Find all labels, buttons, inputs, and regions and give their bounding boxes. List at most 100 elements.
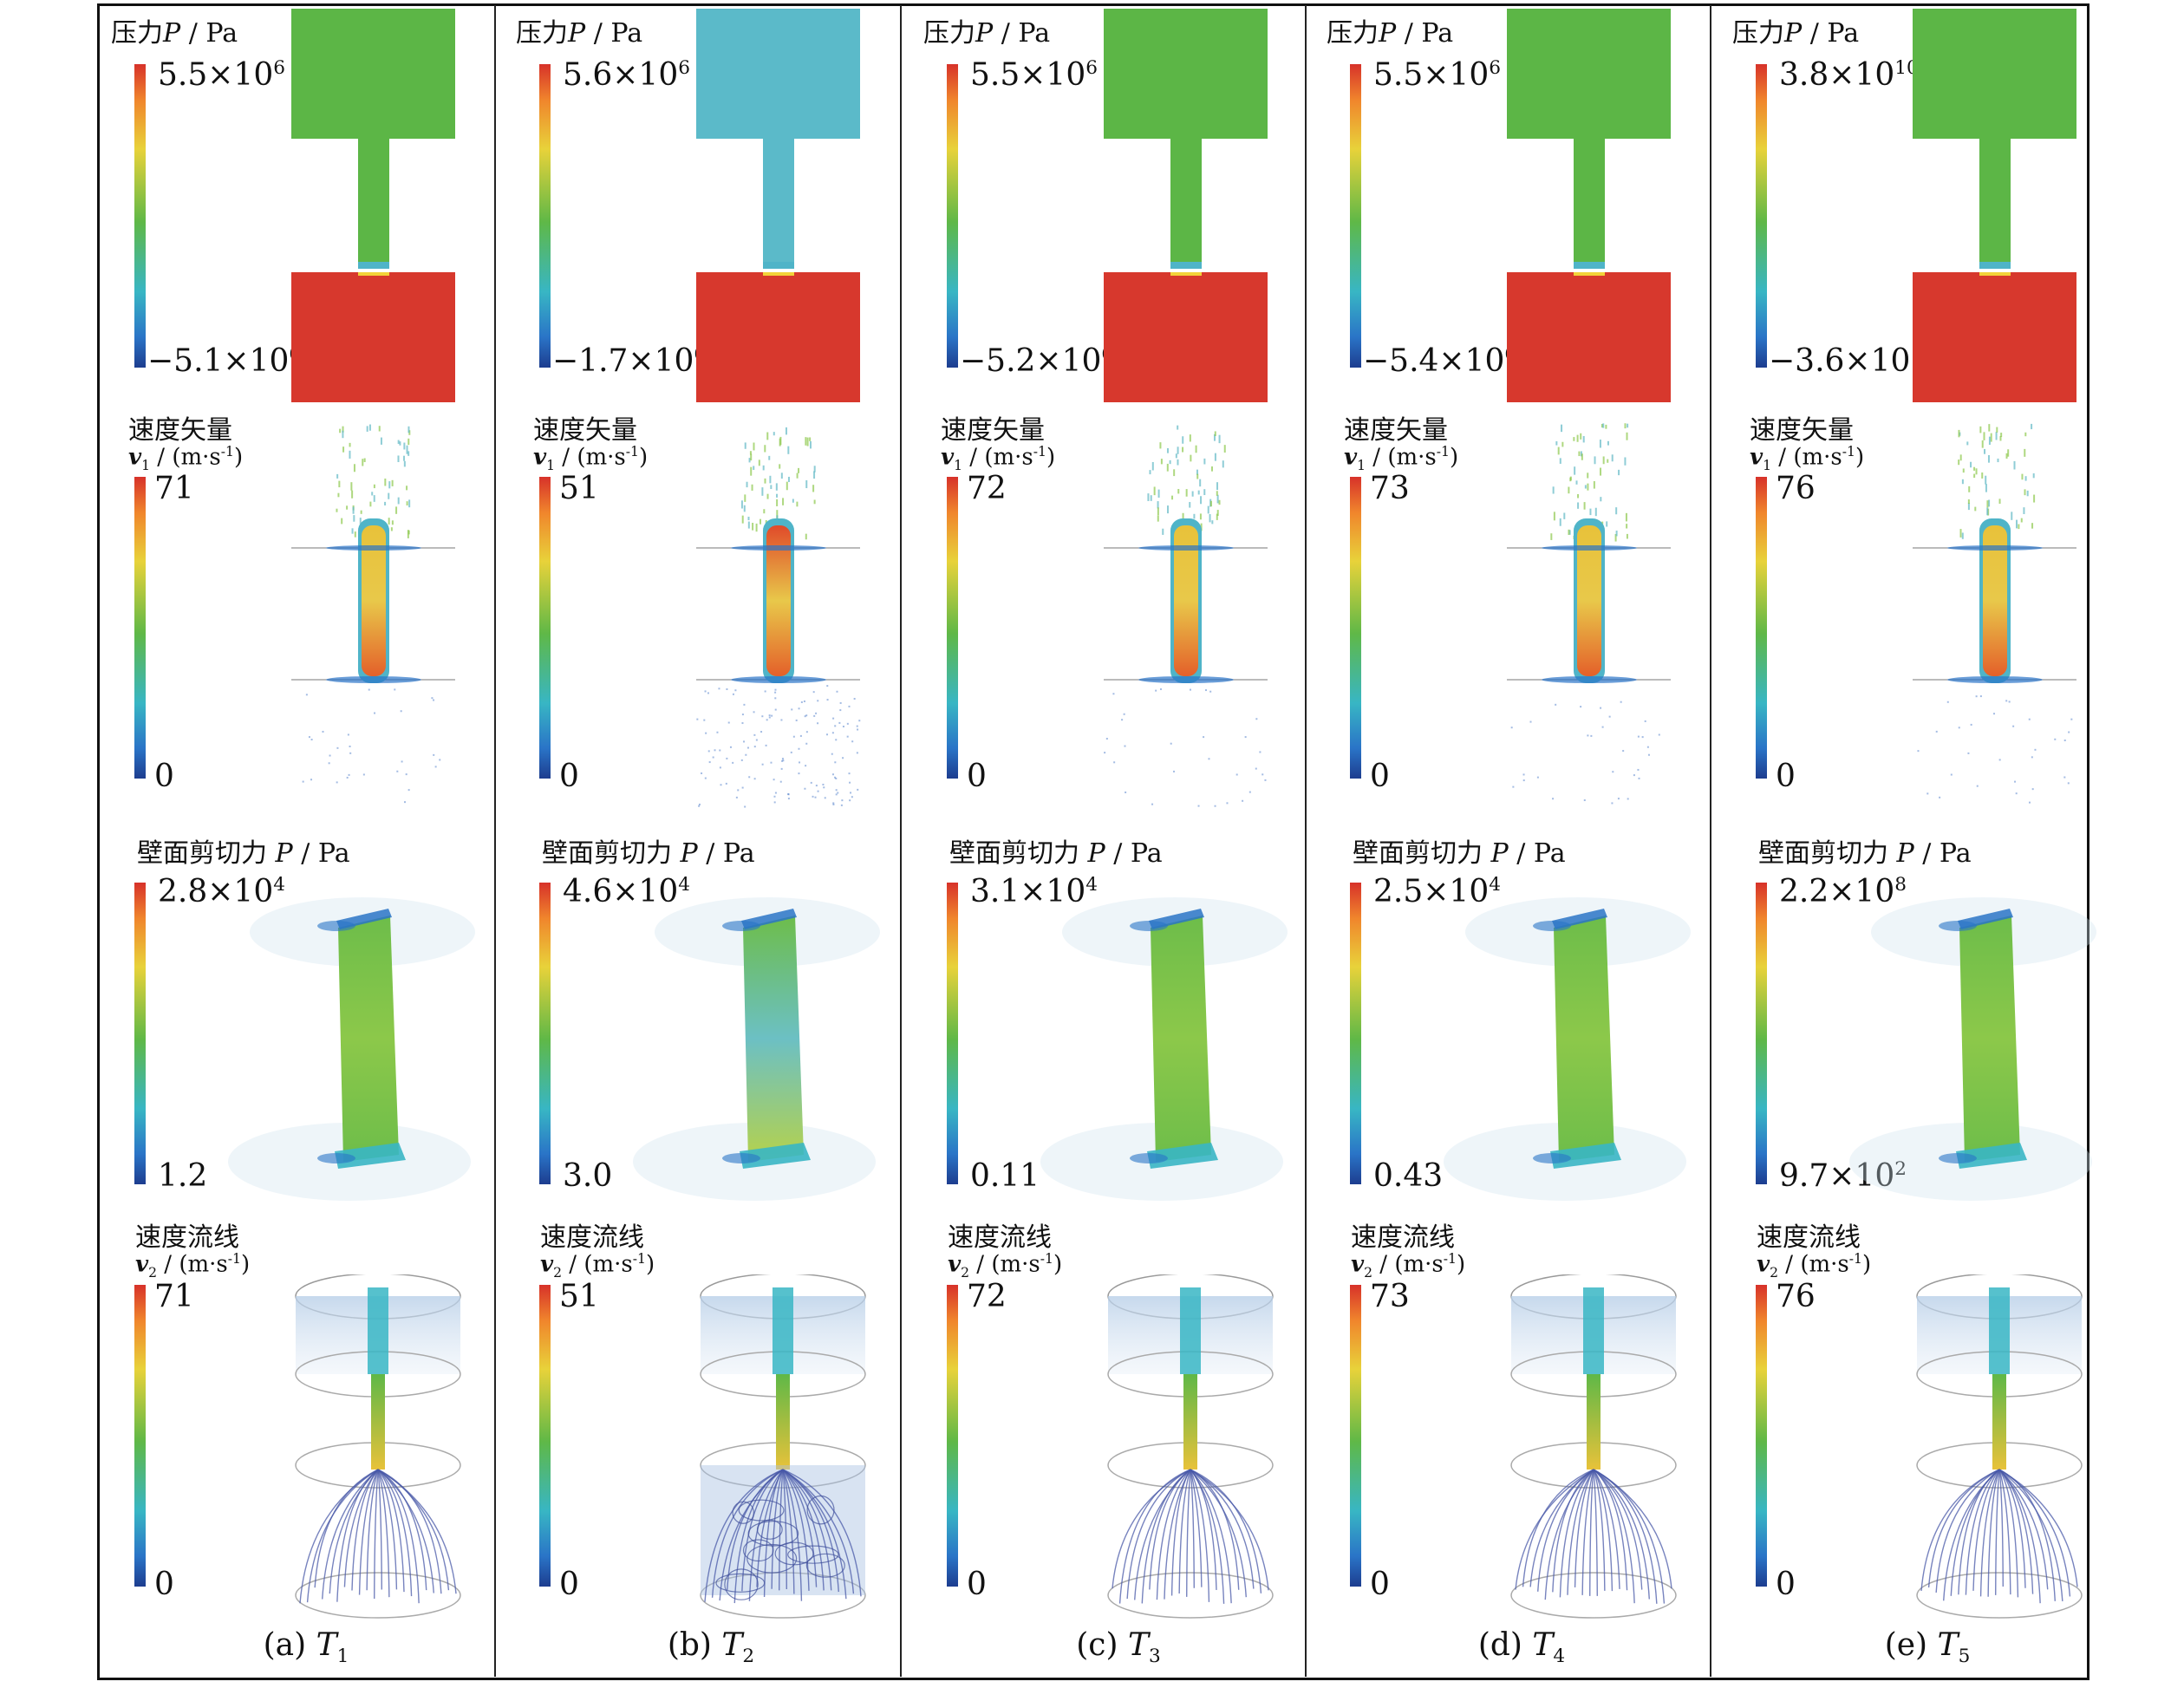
pressure-contour (291, 9, 455, 402)
pressure-title: 压力P / Pa (516, 18, 643, 49)
stream-max-label: 72 (967, 1279, 1007, 1314)
pressure-min-label: −3.6×1010 (1769, 343, 1934, 379)
vector-title: 速度矢量 (128, 415, 232, 446)
vector-title: 速度矢量 (533, 415, 637, 446)
stream-max-label: 71 (154, 1279, 194, 1314)
pressure-title: 压力P / Pa (923, 18, 1051, 49)
pressure-max-label: 5.6×106 (563, 57, 690, 93)
result-column-2: 压力P / Pa 5.6×106 −1.7×106 速度矢量 v1 / (m·s… (507, 0, 915, 1672)
vector-max-label: 73 (1370, 471, 1410, 506)
shear-colorbar (1756, 883, 1767, 1184)
vector-unit: v1 / (m·s-1) (1344, 444, 1459, 473)
stream-colorbar (134, 1285, 146, 1587)
shear-title: 壁面剪切力 P / Pa (137, 838, 350, 869)
stream-min-label: 0 (154, 1567, 174, 1602)
streamline-model (1107, 1274, 1274, 1619)
vector-title: 速度矢量 (1750, 415, 1854, 446)
stream-max-label: 76 (1776, 1279, 1816, 1314)
pressure-min-label: −5.2×106 (960, 343, 1113, 379)
column-divider (1710, 5, 1711, 1677)
column-caption: (b) T2 (667, 1627, 755, 1668)
stream-title: 速度流线 (948, 1222, 1052, 1253)
shear-title: 壁面剪切力 P / Pa (1353, 838, 1566, 869)
shear-min-label: 0.11 (970, 1158, 1040, 1194)
velocity-vector-field (1507, 423, 1671, 805)
stream-title: 速度流线 (1757, 1222, 1861, 1253)
vector-min-label: 0 (967, 759, 987, 794)
shear-colorbar (539, 883, 551, 1184)
stream-colorbar (947, 1285, 958, 1587)
pressure-max-label: 5.5×106 (1373, 57, 1501, 93)
streamline-model (295, 1274, 461, 1619)
vector-colorbar (134, 477, 146, 779)
column-divider (900, 5, 902, 1677)
result-column-4: 压力P / Pa 5.5×106 −5.4×106 速度矢量 v1 / (m·s… (1318, 0, 1725, 1672)
pressure-contour (1913, 9, 2076, 402)
column-divider (494, 5, 496, 1677)
column-caption: (e) T5 (1884, 1627, 1971, 1668)
result-column-1: 压力P / Pa 5.5×106 −5.1×106 速度矢量 v1 / (m·s… (102, 0, 510, 1672)
pressure-colorbar (1756, 64, 1767, 368)
result-column-3: 压力P / Pa 5.5×106 −5.2×106 速度矢量 v1 / (m·s… (915, 0, 1322, 1672)
pressure-contour (1104, 9, 1268, 402)
pressure-colorbar (947, 64, 958, 368)
stream-unit: v2 / (m·s-1) (948, 1251, 1063, 1281)
shear-title: 壁面剪切力 P / Pa (1758, 838, 1972, 869)
streamline-model (1916, 1274, 2083, 1619)
shear-min-label: 9.7×102 (1779, 1158, 1907, 1194)
shear-colorbar (1350, 883, 1361, 1184)
vector-colorbar (1350, 477, 1361, 779)
shear-max-label: 2.2×108 (1779, 874, 1907, 909)
wall-shear-model (1444, 897, 1691, 1201)
vector-title: 速度矢量 (1344, 415, 1448, 446)
vector-colorbar (539, 477, 551, 779)
shear-colorbar (947, 883, 958, 1184)
vector-unit: v1 / (m·s-1) (128, 444, 244, 473)
pressure-contour (1507, 9, 1671, 402)
pressure-min-label: −1.7×106 (552, 343, 706, 379)
pressure-title: 压力P / Pa (111, 18, 238, 49)
pressure-colorbar (134, 64, 146, 368)
wall-shear-model (1849, 897, 2096, 1201)
pressure-contour (696, 9, 860, 402)
shear-min-label: 0.43 (1373, 1158, 1444, 1194)
shear-title: 壁面剪切力 P / Pa (949, 838, 1163, 869)
stream-title: 速度流线 (540, 1222, 644, 1253)
pressure-max-label: 3.8×1010 (1779, 57, 1919, 93)
vector-min-label: 0 (1370, 759, 1390, 794)
velocity-vector-field (1104, 425, 1268, 807)
shear-max-label: 2.8×104 (158, 874, 285, 909)
stream-colorbar (1350, 1285, 1361, 1587)
vector-max-label: 72 (967, 471, 1007, 506)
shear-colorbar (134, 883, 146, 1184)
stream-unit: v2 / (m·s-1) (135, 1251, 251, 1281)
pressure-min-label: −5.4×106 (1363, 343, 1516, 379)
column-caption: (d) T4 (1477, 1627, 1566, 1668)
vector-unit: v1 / (m·s-1) (533, 444, 649, 473)
stream-unit: v2 / (m·s-1) (540, 1251, 655, 1281)
stream-min-label: 0 (559, 1567, 579, 1602)
shear-min-label: 3.0 (563, 1158, 613, 1194)
vector-max-label: 51 (559, 471, 599, 506)
vector-unit: v1 / (m·s-1) (1750, 444, 1865, 473)
pressure-title: 压力P / Pa (1732, 18, 1860, 49)
stream-min-label: 0 (1370, 1567, 1390, 1602)
figure-frame (97, 3, 2089, 1680)
wall-shear-model (228, 897, 475, 1201)
shear-max-label: 4.6×104 (563, 874, 690, 909)
stream-max-label: 73 (1370, 1279, 1410, 1314)
pressure-colorbar (539, 64, 551, 368)
wall-shear-model (1040, 897, 1288, 1201)
column-divider (1305, 5, 1307, 1677)
shear-title: 壁面剪切力 P / Pa (542, 838, 755, 869)
velocity-vector-field (696, 427, 861, 808)
stream-min-label: 0 (1776, 1567, 1796, 1602)
vector-min-label: 0 (1776, 759, 1796, 794)
velocity-vector-field (1913, 423, 2076, 804)
streamline-model (700, 1274, 866, 1619)
column-caption: (a) T1 (263, 1627, 349, 1668)
stream-max-label: 51 (559, 1279, 599, 1314)
vector-min-label: 0 (559, 759, 579, 794)
stream-colorbar (1756, 1285, 1767, 1587)
pressure-max-label: 5.5×106 (970, 57, 1098, 93)
